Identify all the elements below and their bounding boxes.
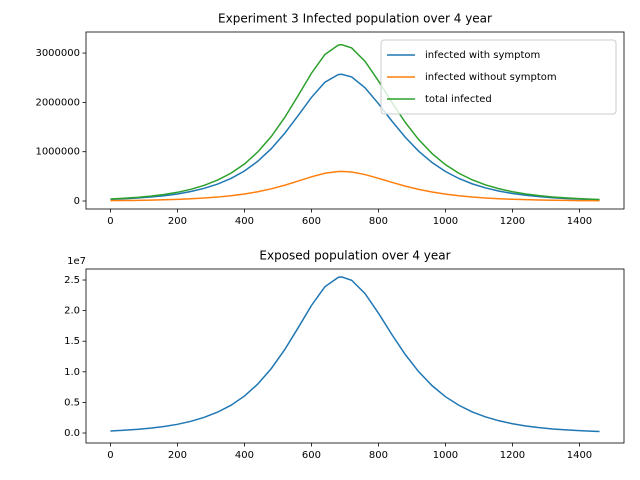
- chart-title: Experiment 3 Infected population over 4 …: [218, 12, 492, 26]
- axes-frame: [85, 268, 625, 444]
- x-tick-label: 600: [302, 216, 321, 227]
- y-tick-label: 2.0: [64, 306, 80, 317]
- x-tick-label: 1200: [500, 450, 525, 461]
- data-line: [110, 170, 600, 202]
- legend: infected with symptom infected without sy…: [380, 39, 617, 115]
- y-tick-label: 1000000: [35, 147, 80, 158]
- chart-title: Exposed population over 4 year: [259, 249, 450, 263]
- y-tick-label: 3000000: [35, 48, 80, 59]
- x-tick-label: 1000: [433, 450, 458, 461]
- data-line: [110, 73, 600, 201]
- y-tick-label: 0.5: [64, 397, 80, 408]
- subplot: Exposed population over 4 year 0 200 400 600…: [64, 249, 625, 461]
- legend-label: infected without symptom: [425, 72, 557, 83]
- data-line: [110, 276, 600, 433]
- plot-area: [110, 43, 600, 202]
- x-tick-label: 200: [168, 450, 187, 461]
- x-tick-label: 1000: [433, 216, 458, 227]
- y-tick-label: 0.0: [64, 428, 80, 439]
- y-tick-label: 2.5: [64, 275, 80, 286]
- x-tick-label: 600: [302, 450, 321, 461]
- legend-label: total infected: [425, 94, 492, 105]
- legend-frame: [380, 39, 617, 115]
- y-tick-label: 2000000: [35, 97, 80, 108]
- x-tick-label: 400: [235, 216, 254, 227]
- x-tick-label: 1400: [567, 450, 592, 461]
- y-tick-label: 1.5: [64, 336, 80, 347]
- x-tick-label: 400: [235, 450, 254, 461]
- plot-area: [110, 276, 600, 433]
- y-tick-label: 0: [74, 196, 80, 207]
- data-line: [110, 43, 600, 201]
- x-tick-label: 1200: [500, 216, 525, 227]
- y-tick-label: 1.0: [64, 367, 80, 378]
- x-tick-label: 800: [369, 450, 388, 461]
- x-tick-label: 800: [369, 216, 388, 227]
- legend-label: infected with symptom: [425, 50, 540, 61]
- x-tick-label: 1400: [567, 216, 592, 227]
- x-tick-label: 200: [168, 216, 187, 227]
- y-offset-label: 1e7: [67, 256, 86, 267]
- x-tick-label: 0: [107, 450, 113, 461]
- axes-frame: [85, 31, 625, 210]
- subplot: Experiment 3 Infected population over 4 …: [35, 12, 625, 227]
- x-tick-label: 0: [107, 216, 113, 227]
